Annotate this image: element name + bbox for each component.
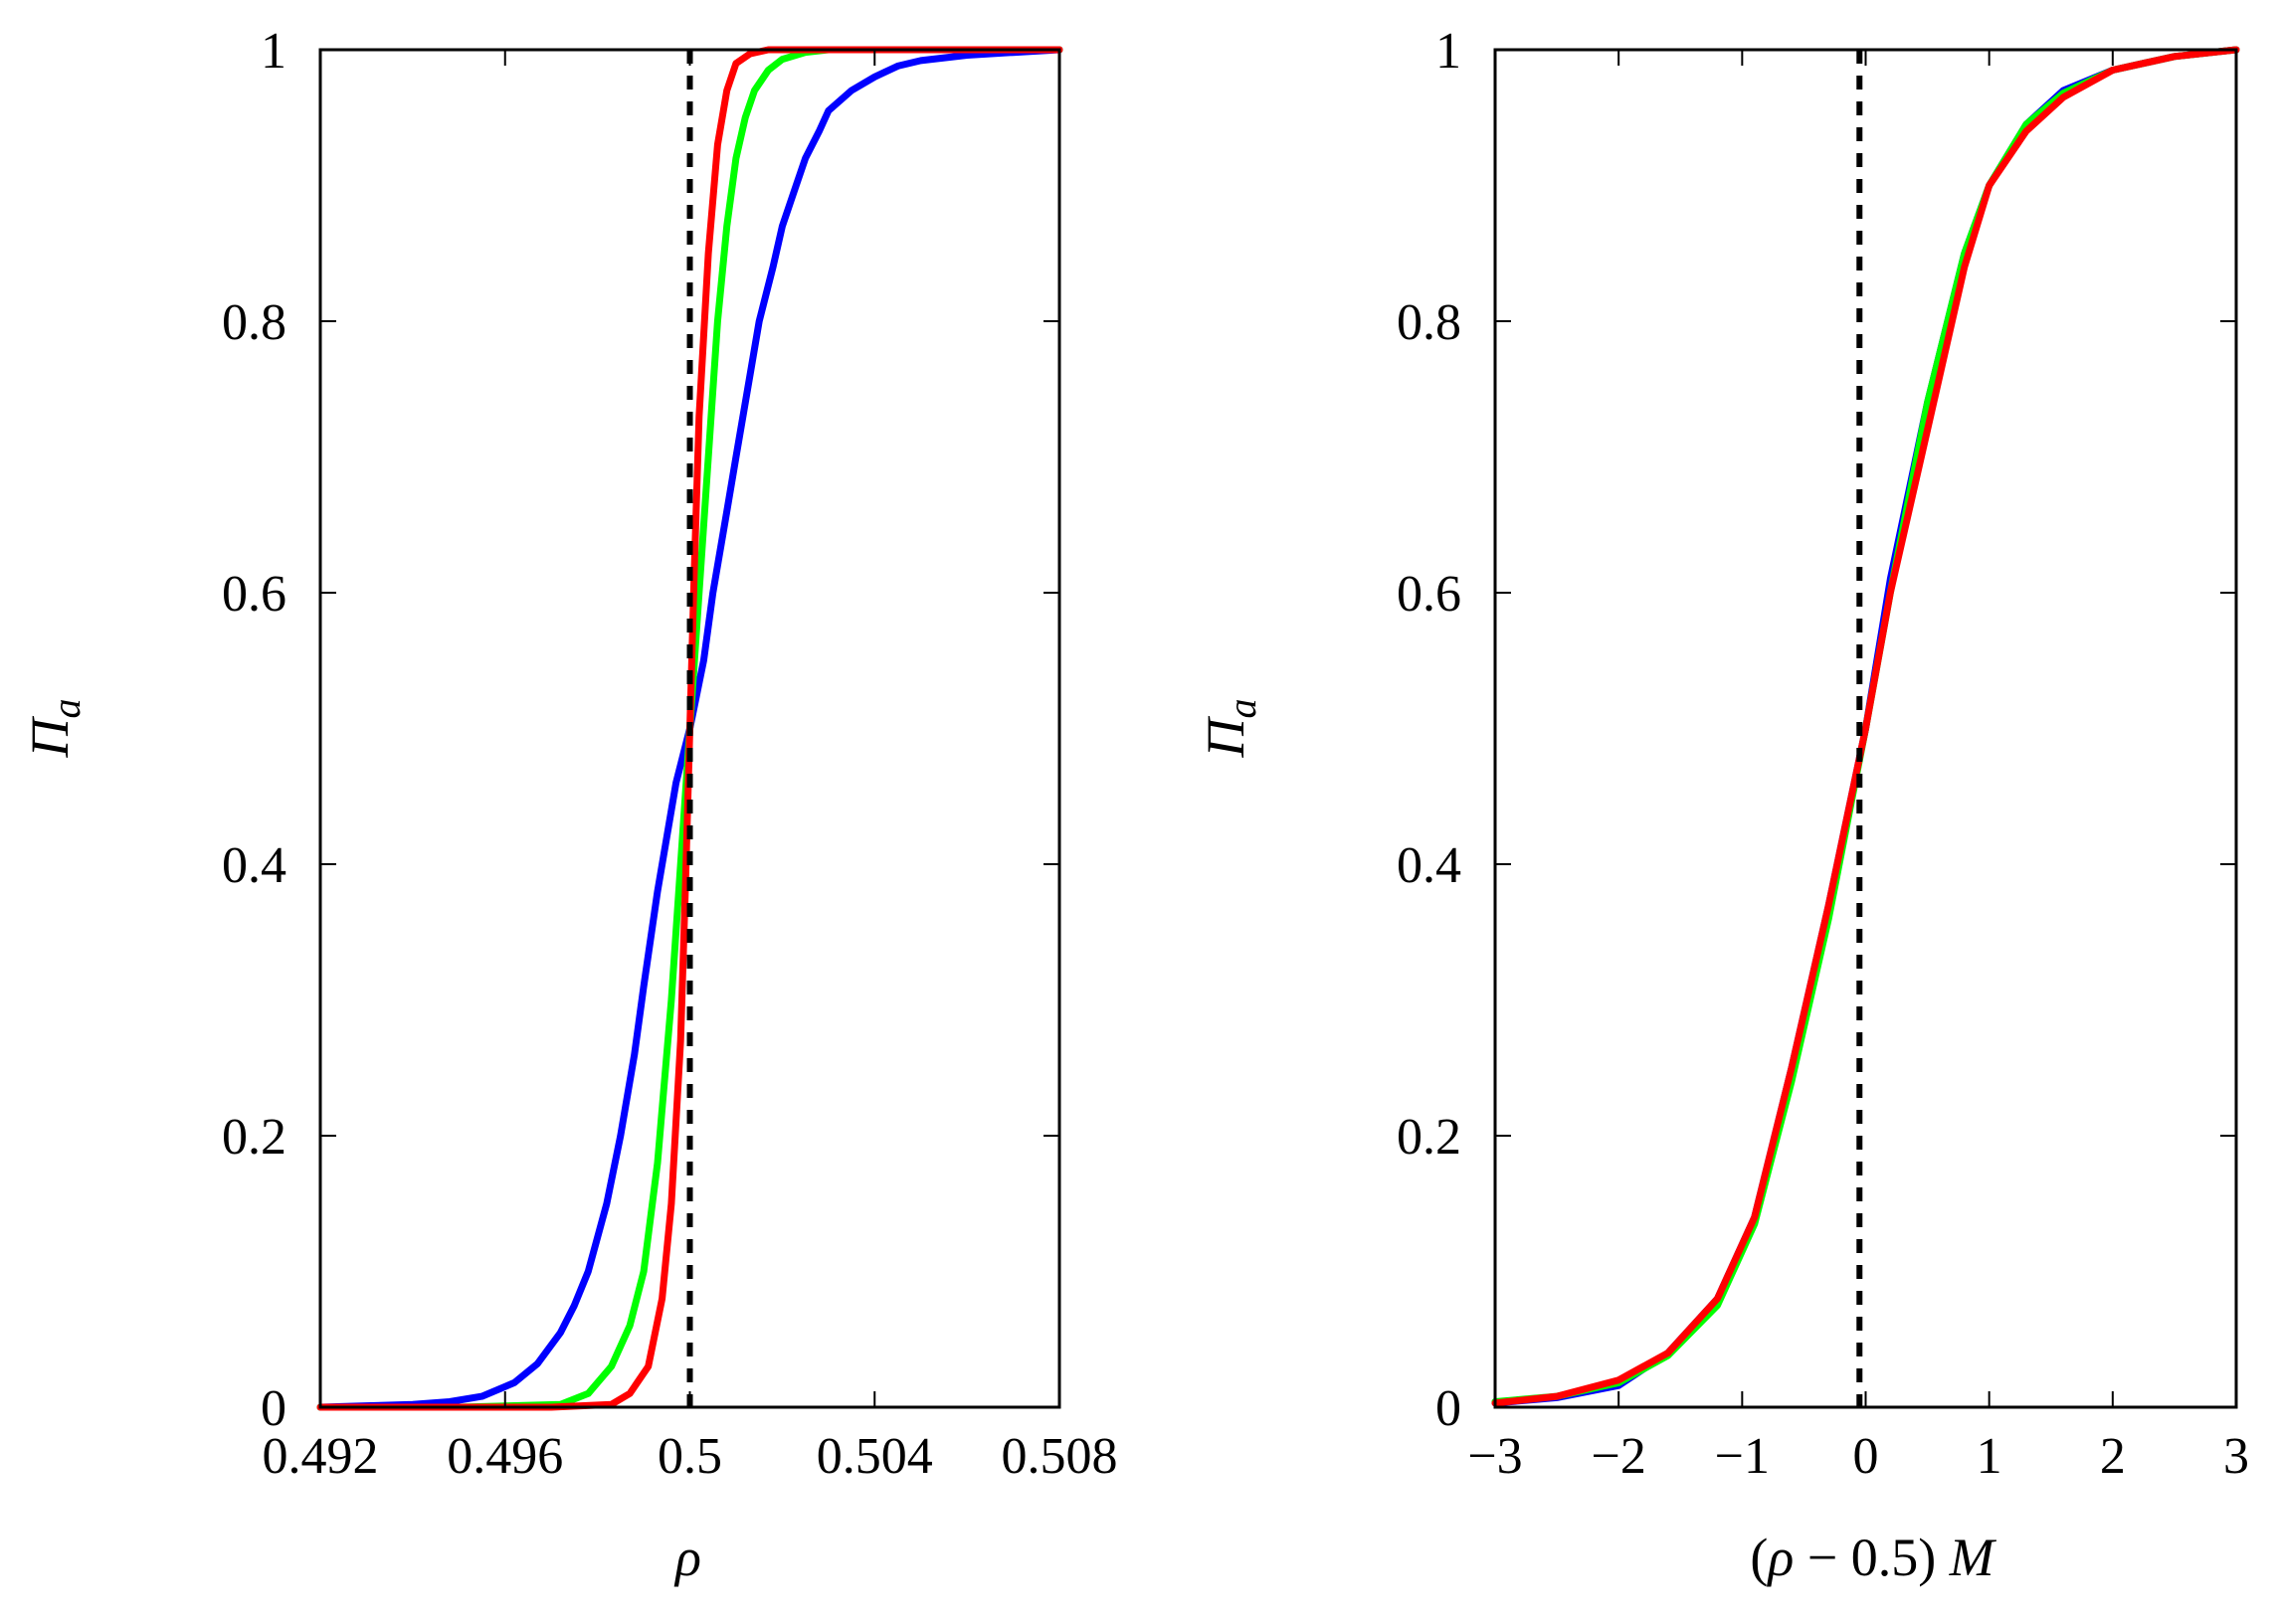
left-x-tick-label: 0.5	[658, 1428, 722, 1485]
right-x-axis-title-paren: (	[1750, 1528, 1768, 1587]
left-x-tick-label: 0.504	[817, 1428, 933, 1485]
right-x-axis-title-M: M	[1949, 1528, 1997, 1587]
right-y-axis-title-main: Π	[1196, 716, 1255, 759]
left-y-tick-label: 0.2	[222, 1109, 286, 1166]
left-panel: 0.492 0.496 0.5 0.504 0.508 0 0.2 0.4 0.6 0.8 1 ρ…	[20, 23, 1118, 1587]
right-x-tick-label: −2	[1592, 1428, 1646, 1485]
left-y-tick-labels: 0 0.2 0.4 0.6 0.8 1	[222, 23, 286, 1437]
right-x-tick-label: −3	[1467, 1428, 1522, 1485]
right-curves	[1491, 46, 2240, 1407]
right-plot-frame	[1493, 48, 2238, 1409]
right-x-tick-label: 0	[1853, 1428, 1879, 1485]
left-y-tick-label: 0.6	[222, 566, 286, 623]
svg-text:Πa: Πa	[20, 699, 89, 759]
right-series-red	[1491, 46, 2240, 1407]
left-x-axis-title: ρ	[673, 1528, 701, 1587]
right-x-tick-label: 1	[1977, 1428, 2002, 1485]
left-x-tick-label: 0.496	[447, 1428, 563, 1485]
right-y-tick-label: 0.2	[1397, 1109, 1461, 1166]
right-x-tick-labels: −3 −2 −1 0 1 2 3	[1467, 1428, 2249, 1485]
right-x-axis-title-mid: − 0.5)	[1794, 1528, 1949, 1587]
left-y-tick-label: 1	[261, 23, 286, 80]
left-y-axis-title-sub: a	[44, 699, 89, 719]
right-panel: −3 −2 −1 0 1 2 3 0 0.2 0.4 0.6 0.8 1 (ρ − 0.5) M Πa	[1196, 23, 2249, 1587]
right-y-tick-label: 1	[1435, 23, 1461, 80]
left-y-tick-label: 0.8	[222, 294, 286, 351]
right-y-tick-label: 0.6	[1397, 566, 1461, 623]
left-x-tick-labels: 0.492 0.496 0.5 0.504 0.508	[263, 1428, 1118, 1485]
right-x-tick-label: 3	[2223, 1428, 2249, 1485]
right-y-tick-labels: 0 0.2 0.4 0.6 0.8 1	[1397, 23, 1461, 1437]
left-series-blue	[316, 46, 1063, 1411]
left-y-tick-label: 0	[261, 1380, 286, 1437]
right-x-tick-label: 2	[2100, 1428, 2126, 1485]
right-x-axis-title-rho: ρ	[1766, 1528, 1794, 1587]
left-plot-frame	[318, 48, 1061, 1409]
left-x-tick-label: 0.508	[1002, 1428, 1118, 1485]
right-y-tick-label: 0.8	[1397, 294, 1461, 351]
left-y-axis-title: Πa	[20, 699, 89, 759]
right-y-axis-title-sub: a	[1220, 699, 1264, 719]
svg-text:Πa: Πa	[1196, 699, 1264, 759]
left-y-tick-label: 0.4	[222, 837, 286, 894]
left-y-axis-title-main: Π	[20, 716, 80, 759]
right-y-tick-label: 0.4	[1397, 837, 1461, 894]
left-x-tick-label: 0.492	[263, 1428, 379, 1485]
right-x-axis-title: (ρ − 0.5) M	[1750, 1528, 1996, 1587]
left-series-green	[316, 46, 1063, 1411]
right-x-tick-label: −1	[1715, 1428, 1770, 1485]
right-y-tick-label: 0	[1435, 1380, 1461, 1437]
right-y-axis-title: Πa	[1196, 699, 1264, 759]
